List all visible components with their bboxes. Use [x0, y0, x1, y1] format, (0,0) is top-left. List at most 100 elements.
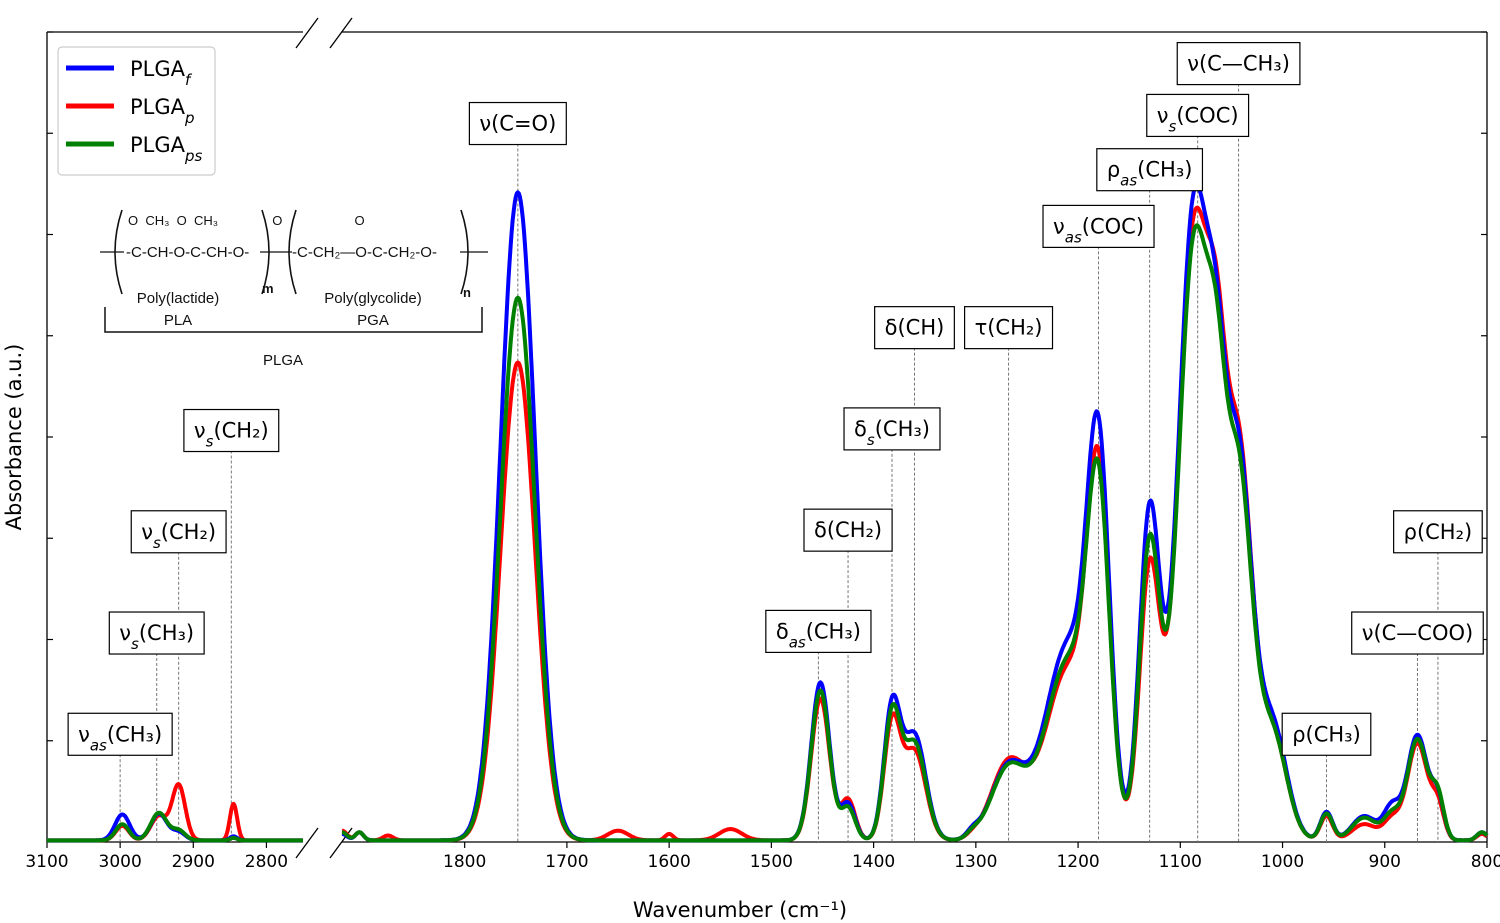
- annotation-box: [1096, 148, 1204, 192]
- band-annotation: νas(CH₃): [67, 712, 173, 756]
- x-tick-label: 1300: [954, 852, 997, 872]
- x-tick-label: 1800: [443, 852, 486, 872]
- annotation-label: δ(CH): [885, 316, 945, 340]
- annotation-box: [765, 609, 872, 654]
- axis-break-mark-top: [295, 17, 319, 49]
- annotation-label: δ(CH₂): [814, 518, 882, 542]
- annotation-label: τ(CH₂): [975, 316, 1043, 340]
- axis-break-mark-bottom: [295, 827, 319, 859]
- right-open-paren: [288, 209, 297, 295]
- pga-abbrev-label: PGA: [357, 312, 389, 329]
- band-annotations: νas(CH₃) νs(CH₃) νs(CH₂) νs(CH₂) ν(C=O) δas(C…: [67, 41, 1484, 756]
- band-annotation: δas(CH₃): [765, 609, 872, 654]
- annotation-box: [1393, 510, 1483, 554]
- legend: PLGAf PLGAp PLGAps: [57, 46, 216, 176]
- annotation-label: ρas(CH₃): [1107, 158, 1193, 190]
- band-annotation: τ(CH₂): [964, 306, 1054, 350]
- right-close-paren: [460, 209, 469, 295]
- band-annotation: δ(CH₂): [803, 508, 893, 552]
- legend-label-ps: PLGAps: [130, 133, 203, 165]
- annotation-label: νs(CH₂): [194, 419, 269, 451]
- x-axis-title: Wavenumber (cm⁻¹): [633, 898, 847, 922]
- band-annotation: δs(CH₃): [843, 407, 941, 451]
- plga-bracket: [104, 307, 483, 333]
- pla-repeat-formula: -C-CH-O-C-CH-O-: [126, 244, 249, 261]
- annotation-label: ρ(CH₃): [1292, 722, 1361, 746]
- pla-abbrev-label: PLA: [164, 312, 192, 329]
- plga-structure-inset: O CH₃ O CH₃ O O -C-CH-O-C-CH-O- -C-CH₂—O…: [100, 209, 488, 369]
- annotation-label: νs(COC): [1157, 103, 1239, 135]
- annotation-label: ν(C=O): [479, 112, 556, 136]
- x-tick-label: 1200: [1056, 852, 1099, 872]
- band-annotation: ρas(CH₃): [1096, 148, 1204, 192]
- left-close-paren: [261, 209, 270, 295]
- annotation-box: [874, 306, 955, 350]
- band-annotation: νs(CH₃): [108, 611, 205, 655]
- band-annotation: ν(C=O): [468, 101, 567, 146]
- spectrum-line-plga-p-high: [45, 782, 305, 843]
- annotation-label: νs(CH₃): [119, 621, 194, 653]
- band-annotation: ρ(CH₃): [1281, 712, 1372, 756]
- x-tick-label: 2800: [245, 852, 288, 872]
- band-annotation: ν(C—COO): [1351, 611, 1484, 655]
- x-tick-label: 1700: [545, 852, 588, 872]
- repeat-index-m: m: [262, 281, 274, 296]
- x-tick-label: 1500: [750, 852, 793, 872]
- plga-label: PLGA: [263, 352, 303, 369]
- annotation-box: [1176, 41, 1301, 86]
- y-axis-title: Absorbance (a.u.): [2, 344, 26, 531]
- annotation-label: νas(COC): [1053, 214, 1144, 246]
- band-annotation: ν(C—CH₃): [1176, 41, 1301, 86]
- x-tick-label: 3100: [25, 852, 68, 872]
- annotation-label: νas(CH₃): [78, 722, 162, 754]
- spectra: [45, 183, 1489, 843]
- annotation-label: νs(CH₂): [141, 520, 216, 552]
- band-annotation: νas(COC): [1042, 204, 1155, 248]
- annotation-box: [1281, 712, 1372, 756]
- annotation-box: [964, 306, 1054, 350]
- legend-label-f: PLGAf: [130, 57, 193, 89]
- x-tick-label: 1600: [648, 852, 691, 872]
- annotation-box: [468, 101, 567, 146]
- x-tick-label: 2900: [172, 852, 215, 872]
- spectrum-line-plga-ps-low: [341, 223, 1489, 843]
- axis-break-mark-top: [329, 17, 353, 49]
- pga-name-label: Poly(glycolide): [324, 290, 422, 307]
- x-tick-label: 1100: [1159, 852, 1202, 872]
- annotation-box: [108, 611, 205, 655]
- carbonyl-substituents-row: O CH₃ O CH₃ O O: [128, 213, 365, 228]
- axis-break-mark-bottom: [329, 827, 353, 859]
- annotation-label: ρ(CH₂): [1404, 520, 1473, 544]
- annotation-label: δs(CH₃): [854, 417, 930, 449]
- pla-name-label: Poly(lactide): [137, 290, 220, 307]
- annotation-box: [1146, 93, 1250, 138]
- annotation-box: [1351, 611, 1484, 655]
- x-tick-label: 1400: [852, 852, 895, 872]
- band-annotation: δ(CH): [874, 306, 955, 350]
- x-tick-label: 1000: [1261, 852, 1304, 872]
- pga-repeat-formula: -C-CH₂—O-C-CH₂-O-: [292, 244, 437, 261]
- axes: 3100 3000 2900 2800 1800 1700 1600 1500 1400 1300…: [25, 17, 1500, 872]
- formula-left-bg: [124, 240, 260, 262]
- legend-label-p: PLGAp: [130, 95, 195, 127]
- annotation-label: ν(C—CH₃): [1187, 52, 1290, 76]
- left-open-paren: [114, 209, 123, 295]
- annotation-box: [803, 508, 893, 552]
- x-tick-label: 3000: [99, 852, 142, 872]
- band-annotation: νs(CH₂): [183, 408, 280, 453]
- x-tick-label: 900: [1369, 852, 1401, 872]
- annotation-label: δas(CH₃): [776, 619, 861, 651]
- annotation-box: [843, 407, 941, 451]
- repeat-index-n: n: [463, 285, 471, 300]
- band-annotation: ρ(CH₂): [1393, 510, 1483, 554]
- annotation-box: [67, 712, 173, 756]
- annotation-label: ν(C—COO): [1362, 621, 1474, 645]
- spectrum-line-plga-ps-high: [45, 810, 305, 843]
- annotation-box: [1042, 204, 1155, 248]
- annotation-box: [183, 408, 280, 453]
- annotation-box: [130, 510, 227, 554]
- formula-right-bg: [292, 240, 460, 262]
- band-annotation: νs(CH₂): [130, 510, 227, 554]
- x-tick-label: 800: [1471, 852, 1500, 872]
